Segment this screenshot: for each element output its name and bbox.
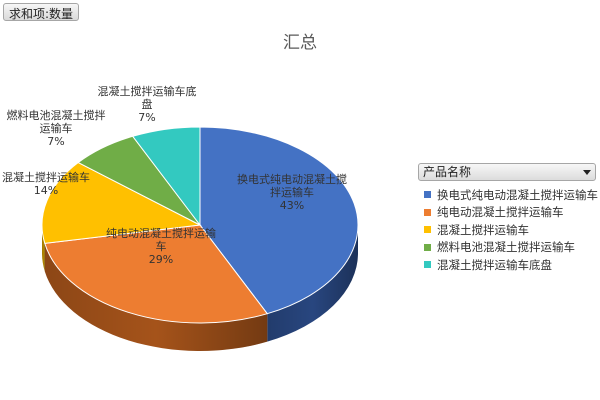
pie-slice-0[interactable]	[199, 126, 359, 315]
slice-label-1-pct: 29%	[148, 253, 174, 266]
legend-swatch-icon	[424, 226, 431, 234]
slice-label-3-name: 燃料电池混凝土搅拌运输车	[6, 109, 106, 135]
legend-item-label: 换电式纯电动混凝土搅拌运输车	[437, 187, 598, 202]
pie-slice-side-shade-0	[267, 225, 358, 342]
pie-slice-4[interactable]	[131, 126, 201, 227]
chevron-down-icon	[583, 169, 591, 175]
legend: 产品名称 换电式纯电动混凝土搅拌运输车 纯电动混凝土搅拌运输车 混凝土搅拌运输车…	[418, 163, 598, 274]
slice-label-2: 混凝土搅拌运输车 14%	[0, 171, 92, 197]
slice-label-1: 纯电动混凝土搅拌运输车 29%	[106, 227, 216, 266]
slice-label-4-pct: 7%	[138, 111, 156, 124]
legend-header-label: 产品名称	[423, 165, 472, 179]
chart-title: 汇总	[283, 33, 317, 53]
slice-label-2-pct: 14%	[33, 184, 59, 197]
legend-item[interactable]: 混凝土搅拌运输车底盘	[418, 256, 596, 274]
legend-item-label: 燃料电池混凝土搅拌运输车	[437, 240, 575, 255]
legend-item-label: 混凝土搅拌运输车	[437, 222, 529, 237]
legend-swatch-icon	[424, 261, 431, 269]
pie-slice-side-shade-1	[44, 243, 268, 351]
pie-slice-2[interactable]	[41, 161, 202, 244]
legend-item[interactable]: 换电式纯电动混凝土搅拌运输车	[418, 186, 598, 204]
slice-label-0-name: 换电式纯电动混凝土搅拌运输车	[237, 173, 347, 199]
legend-item-label: 混凝土搅拌运输车底盘	[437, 257, 552, 272]
legend-item[interactable]: 混凝土搅拌运输车	[418, 221, 596, 239]
legend-swatch-icon	[424, 208, 431, 216]
slice-label-2-name: 混凝土搅拌运输车	[2, 171, 90, 184]
legend-item[interactable]: 燃料电池混凝土搅拌运输车	[418, 239, 596, 257]
slice-label-3: 燃料电池混凝土搅拌运输车 7%	[2, 109, 110, 148]
slice-label-4: 混凝土搅拌运输车底盘 7%	[93, 85, 201, 124]
legend-filter-dropdown[interactable]: 产品名称	[418, 163, 596, 181]
legend-item[interactable]: 纯电动混凝土搅拌运输车	[418, 204, 596, 222]
legend-swatch-icon	[424, 243, 431, 251]
slice-label-3-pct: 7%	[47, 135, 65, 148]
slice-label-1-name: 纯电动混凝土搅拌运输车	[106, 227, 216, 253]
slice-label-4-name: 混凝土搅拌运输车底盘	[97, 85, 197, 111]
field-button-sum-quantity[interactable]: 求和项:数量	[3, 3, 80, 21]
pie-slice-1[interactable]	[44, 224, 269, 324]
legend-swatch-icon	[424, 191, 431, 199]
legend-item-label: 纯电动混凝土搅拌运输车	[437, 205, 564, 220]
legend-list: 换电式纯电动混凝土搅拌运输车 纯电动混凝土搅拌运输车 混凝土搅拌运输车 燃料电池…	[418, 186, 598, 274]
slice-label-0-pct: 43%	[279, 199, 305, 212]
slice-label-0: 换电式纯电动混凝土搅拌运输车 43%	[232, 173, 352, 212]
